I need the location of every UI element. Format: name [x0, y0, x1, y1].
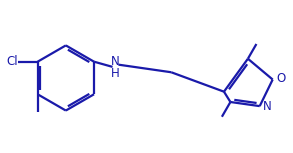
Text: N
H: N H [110, 55, 119, 80]
Text: N: N [263, 100, 272, 113]
Text: Cl: Cl [6, 55, 18, 68]
Text: O: O [276, 72, 285, 85]
